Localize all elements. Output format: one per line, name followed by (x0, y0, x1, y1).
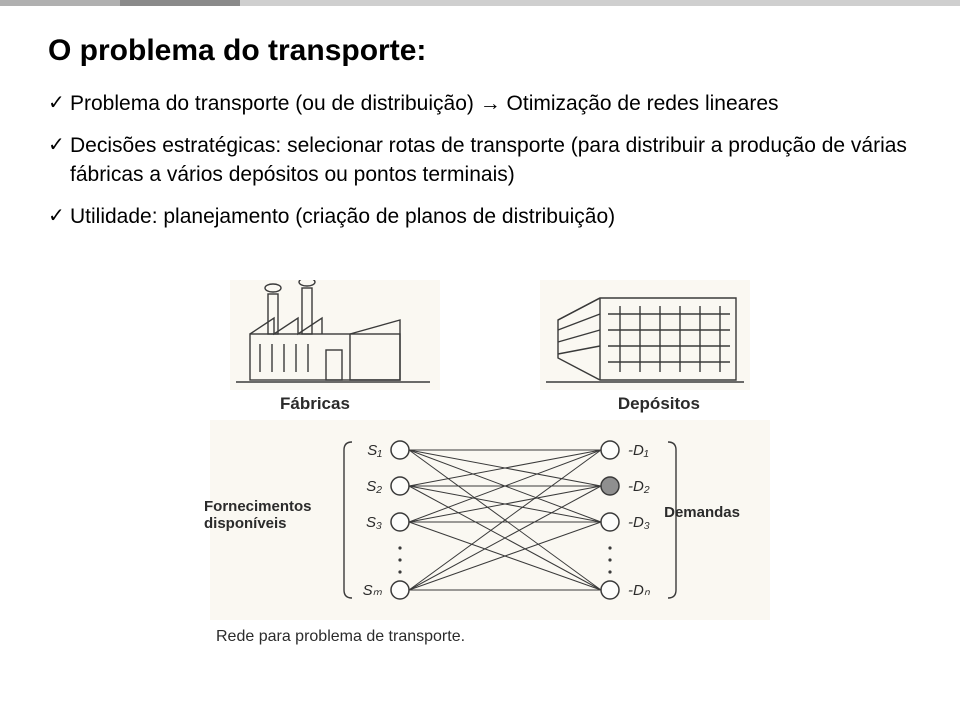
bullet-1-suffix: Otimização de redes lineares (501, 92, 779, 115)
bullet-1-prefix: Problema do transporte (ou de distribuiç… (70, 92, 480, 115)
svg-text:-D₂: -D₂ (628, 478, 650, 495)
figure-caption: Rede para problema de transporte. (216, 628, 770, 646)
bullet-3: ✓ Utilidade: planejamento (criação de pl… (48, 203, 912, 231)
svg-text:-Dₙ: -Dₙ (628, 582, 651, 599)
label-fabricas: Fábricas (280, 394, 350, 414)
decorative-top-bar (0, 0, 960, 6)
figure: Fábricas Depósitos Fornecimentos disponí… (210, 280, 770, 646)
check-icon: ✓ (48, 203, 70, 230)
factory-icon (230, 280, 440, 390)
svg-text:-D₁: -D₁ (628, 442, 649, 459)
bullet-2-text: Decisões estratégicas: selecionar rotas … (70, 132, 912, 189)
label-depositos: Depósitos (618, 394, 700, 414)
svg-text:-D₃: -D₃ (628, 514, 650, 531)
bullet-1-text: Problema do transporte (ou de distribuiç… (70, 90, 912, 118)
label-demandas: Demandas (664, 504, 740, 521)
arrow-icon: → (480, 92, 501, 115)
illustration-labels: Fábricas Depósitos (210, 390, 770, 414)
slide-title: O problema do transporte: (48, 34, 912, 68)
svg-text:Sₘ: Sₘ (363, 582, 383, 599)
illustration-row (210, 280, 770, 390)
label-fornecimentos: Fornecimentos disponíveis (204, 498, 314, 533)
bullet-1: ✓ Problema do transporte (ou de distribu… (48, 90, 912, 118)
bullet-3-text: Utilidade: planejamento (criação de plan… (70, 203, 912, 231)
check-icon: ✓ (48, 132, 70, 159)
svg-text:S₁: S₁ (367, 442, 382, 459)
check-icon: ✓ (48, 90, 70, 117)
bipartite-network: Fornecimentos disponíveis Demandas S₁S₂S… (210, 420, 770, 620)
warehouse-icon (540, 280, 750, 390)
svg-text:S₃: S₃ (366, 514, 382, 531)
slide-content: O problema do transporte: ✓ Problema do … (48, 34, 912, 245)
svg-text:S₂: S₂ (366, 478, 382, 495)
bullet-2: ✓ Decisões estratégicas: selecionar rota… (48, 132, 912, 189)
